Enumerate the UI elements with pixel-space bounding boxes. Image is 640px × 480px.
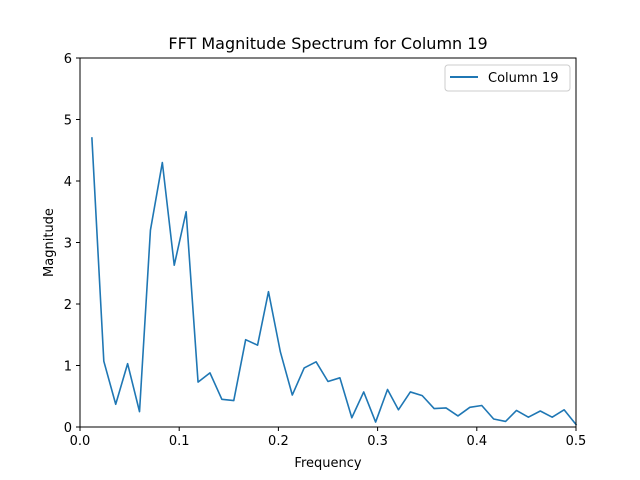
x-tick-label: 0.2 bbox=[268, 434, 289, 449]
chart-title: FFT Magnitude Spectrum for Column 19 bbox=[168, 34, 487, 53]
x-tick-label: 0.3 bbox=[367, 434, 388, 449]
y-axis-label: Magnitude bbox=[42, 208, 57, 277]
plot-frame bbox=[79, 57, 577, 428]
legend-box bbox=[444, 64, 571, 92]
y-tick-label: 6 bbox=[64, 52, 72, 67]
y-tick-label: 1 bbox=[64, 360, 72, 375]
legend: Column 19 bbox=[444, 64, 571, 92]
y-tick-label: 4 bbox=[64, 175, 72, 190]
series-layer bbox=[91, 137, 578, 426]
x-tick-label: 0.0 bbox=[70, 434, 91, 449]
axis-ticks: 0.0 0.1 0.2 0.3 0.4 0.5 0 1 2 3 4 5 6 bbox=[64, 52, 587, 449]
x-axis-label: Frequency bbox=[294, 456, 361, 471]
x-tick-label: 0.4 bbox=[466, 434, 487, 449]
x-tick-label: 0.1 bbox=[169, 434, 190, 449]
y-tick-label: 5 bbox=[64, 114, 72, 129]
y-tick-label: 0 bbox=[64, 421, 72, 436]
y-tick-label: 2 bbox=[64, 298, 72, 313]
legend-label-column-19: Column 19 bbox=[488, 71, 558, 86]
series-line-column-19 bbox=[91, 137, 578, 426]
x-tick-label: 0.5 bbox=[566, 434, 587, 449]
y-tick-label: 3 bbox=[64, 237, 72, 252]
